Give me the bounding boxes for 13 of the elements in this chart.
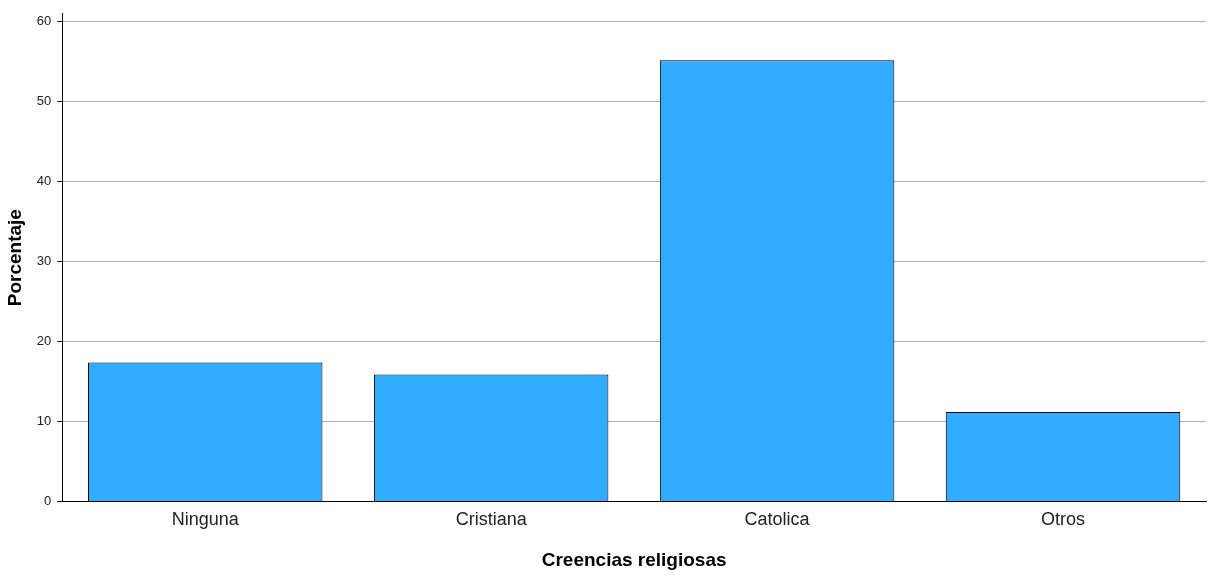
y-tick-label: 40 — [36, 173, 52, 189]
x-tick-label: Catolica — [744, 509, 811, 530]
y-axis-title: Porcentaje — [3, 209, 25, 307]
y-tick-label: 10 — [36, 413, 52, 429]
x-tick-label: Otros — [1041, 509, 1086, 530]
y-tick-label: 60 — [36, 13, 52, 29]
x-tick-label: Cristiana — [455, 509, 528, 530]
x-axis-title: Creencias religiosas — [541, 548, 727, 570]
y-tick-label: 20 — [36, 333, 52, 349]
y-tick-label: 30 — [36, 253, 52, 269]
x-tick-label: Ninguna — [171, 509, 240, 530]
y-tick-label: 50 — [36, 93, 52, 109]
y-tick-label: 0 — [44, 493, 52, 509]
